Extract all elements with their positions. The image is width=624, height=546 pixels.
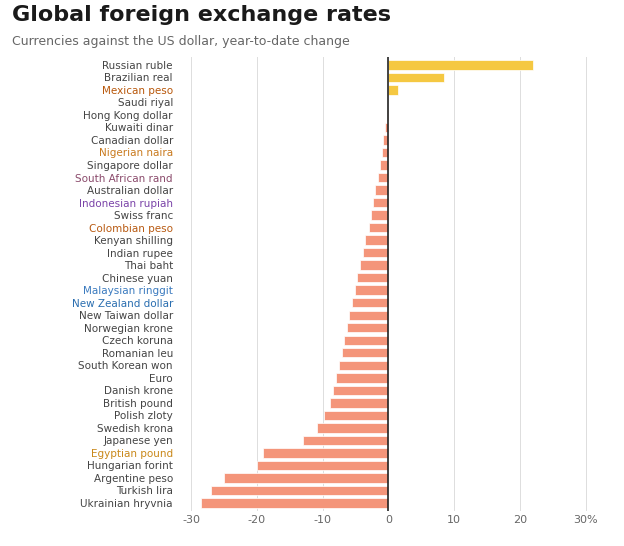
Bar (349, 311, 388, 320)
Bar (383, 135, 388, 145)
Bar (263, 448, 388, 458)
Bar (388, 73, 444, 82)
Bar (330, 398, 388, 407)
Bar (354, 286, 388, 295)
Bar (224, 473, 388, 483)
Bar (387, 110, 388, 120)
Bar (365, 235, 388, 245)
Bar (375, 185, 388, 195)
Bar (341, 348, 388, 358)
Bar (358, 273, 388, 282)
Bar (371, 210, 388, 219)
Bar (256, 461, 388, 470)
Bar (363, 248, 388, 257)
Bar (360, 260, 388, 270)
Bar (336, 373, 388, 383)
Bar (211, 486, 388, 495)
Bar (201, 498, 388, 508)
Text: Currencies against the US dollar, year-to-date change: Currencies against the US dollar, year-t… (12, 35, 350, 49)
Bar (373, 198, 388, 207)
Bar (339, 360, 388, 370)
Bar (352, 298, 388, 307)
Bar (388, 60, 533, 69)
Bar (344, 336, 388, 345)
Bar (369, 223, 388, 232)
Bar (385, 123, 388, 132)
Bar (380, 161, 388, 170)
Bar (388, 85, 398, 94)
Text: Global foreign exchange rates: Global foreign exchange rates (12, 5, 391, 26)
Bar (378, 173, 388, 182)
Bar (333, 385, 388, 395)
Bar (317, 423, 388, 432)
Bar (324, 411, 388, 420)
Bar (347, 323, 388, 333)
Bar (382, 148, 388, 157)
Bar (303, 436, 388, 445)
